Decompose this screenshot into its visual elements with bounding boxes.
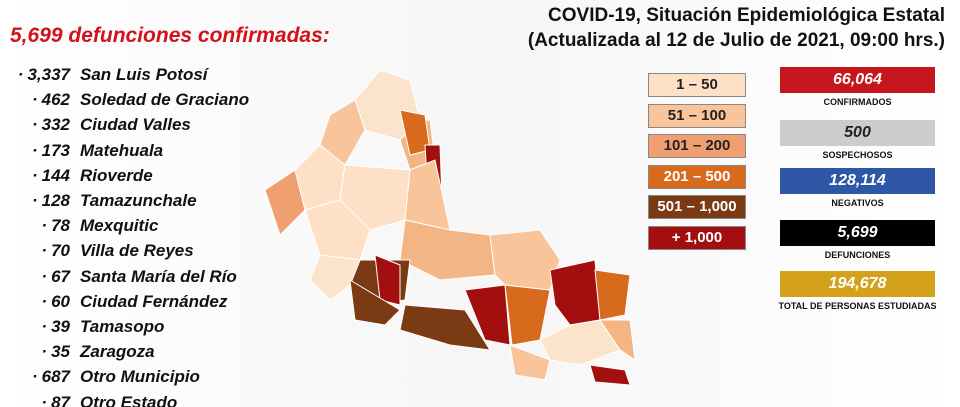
death-count: 128 [0, 191, 70, 211]
death-count: 78 [0, 216, 70, 236]
death-count: 462 [0, 90, 70, 110]
municipality: Rioverde [80, 165, 153, 185]
death-count: 35 [0, 342, 70, 362]
death-count: 3,337 [0, 65, 70, 85]
stat-value: 500 [780, 120, 935, 146]
stat-label: SOSPECHOSOS [822, 150, 893, 160]
death-count: 87 [0, 393, 70, 407]
municipality: Tamazunchale [80, 191, 197, 210]
municipality: Otro Municipio [80, 367, 200, 387]
legend-item: 51 – 100 [648, 103, 746, 128]
death-count: 70 [0, 241, 70, 261]
stat-value: 5,699 [780, 220, 935, 246]
state-map [264, 69, 636, 386]
death-count: 67 [0, 267, 70, 287]
municipality: Ciudad Valles [80, 115, 191, 135]
stat-label: NEGATIVOS [831, 198, 884, 208]
legend-item: 101 – 200 [648, 134, 746, 158]
municipality: Tamasopo [80, 317, 165, 336]
deaths-title: 5,699 defunciones confirmadas: [10, 24, 330, 47]
death-count: 332 [0, 115, 70, 135]
header-subtitle: (Actualizada al 12 de Julio de 2021, 09:… [527, 30, 945, 51]
municipality: Ciudad Fernández [80, 291, 228, 311]
municipality: Zaragoza [80, 342, 155, 362]
header-title: COVID-19, Situación Epidemiológica Estat… [548, 5, 945, 26]
death-count: 173 [0, 141, 70, 161]
legend-item: + 1,000 [648, 225, 746, 250]
municipality: San Luis Potosí [80, 65, 208, 84]
stat-value: 128,114 [780, 168, 935, 194]
death-count: 39 [0, 317, 70, 337]
municipality: Soledad de Graciano [80, 90, 250, 110]
legend-item: 1 – 50 [648, 73, 746, 97]
municipality: Matehuala [80, 140, 164, 160]
stat-label: CONFIRMADOS [823, 97, 892, 107]
legend-item: 201 – 500 [648, 164, 746, 189]
death-count: 60 [0, 292, 70, 312]
stat-value: 66,064 [780, 67, 935, 93]
legend-item: 501 – 1,000 [648, 195, 746, 219]
death-count: 144 [0, 166, 70, 186]
stat-label: TOTAL DE PERSONAS ESTUDIADAS [778, 301, 937, 311]
stat-label: DEFUNCIONES [824, 250, 891, 260]
death-count: 687 [0, 367, 70, 387]
municipality: Santa María del Río [80, 266, 237, 286]
municipality: Villa de Reyes [80, 241, 194, 261]
municipality: Mexquitic [80, 216, 159, 236]
stat-value: 194,678 [780, 271, 935, 297]
municipality: Otro Estado [80, 392, 178, 407]
